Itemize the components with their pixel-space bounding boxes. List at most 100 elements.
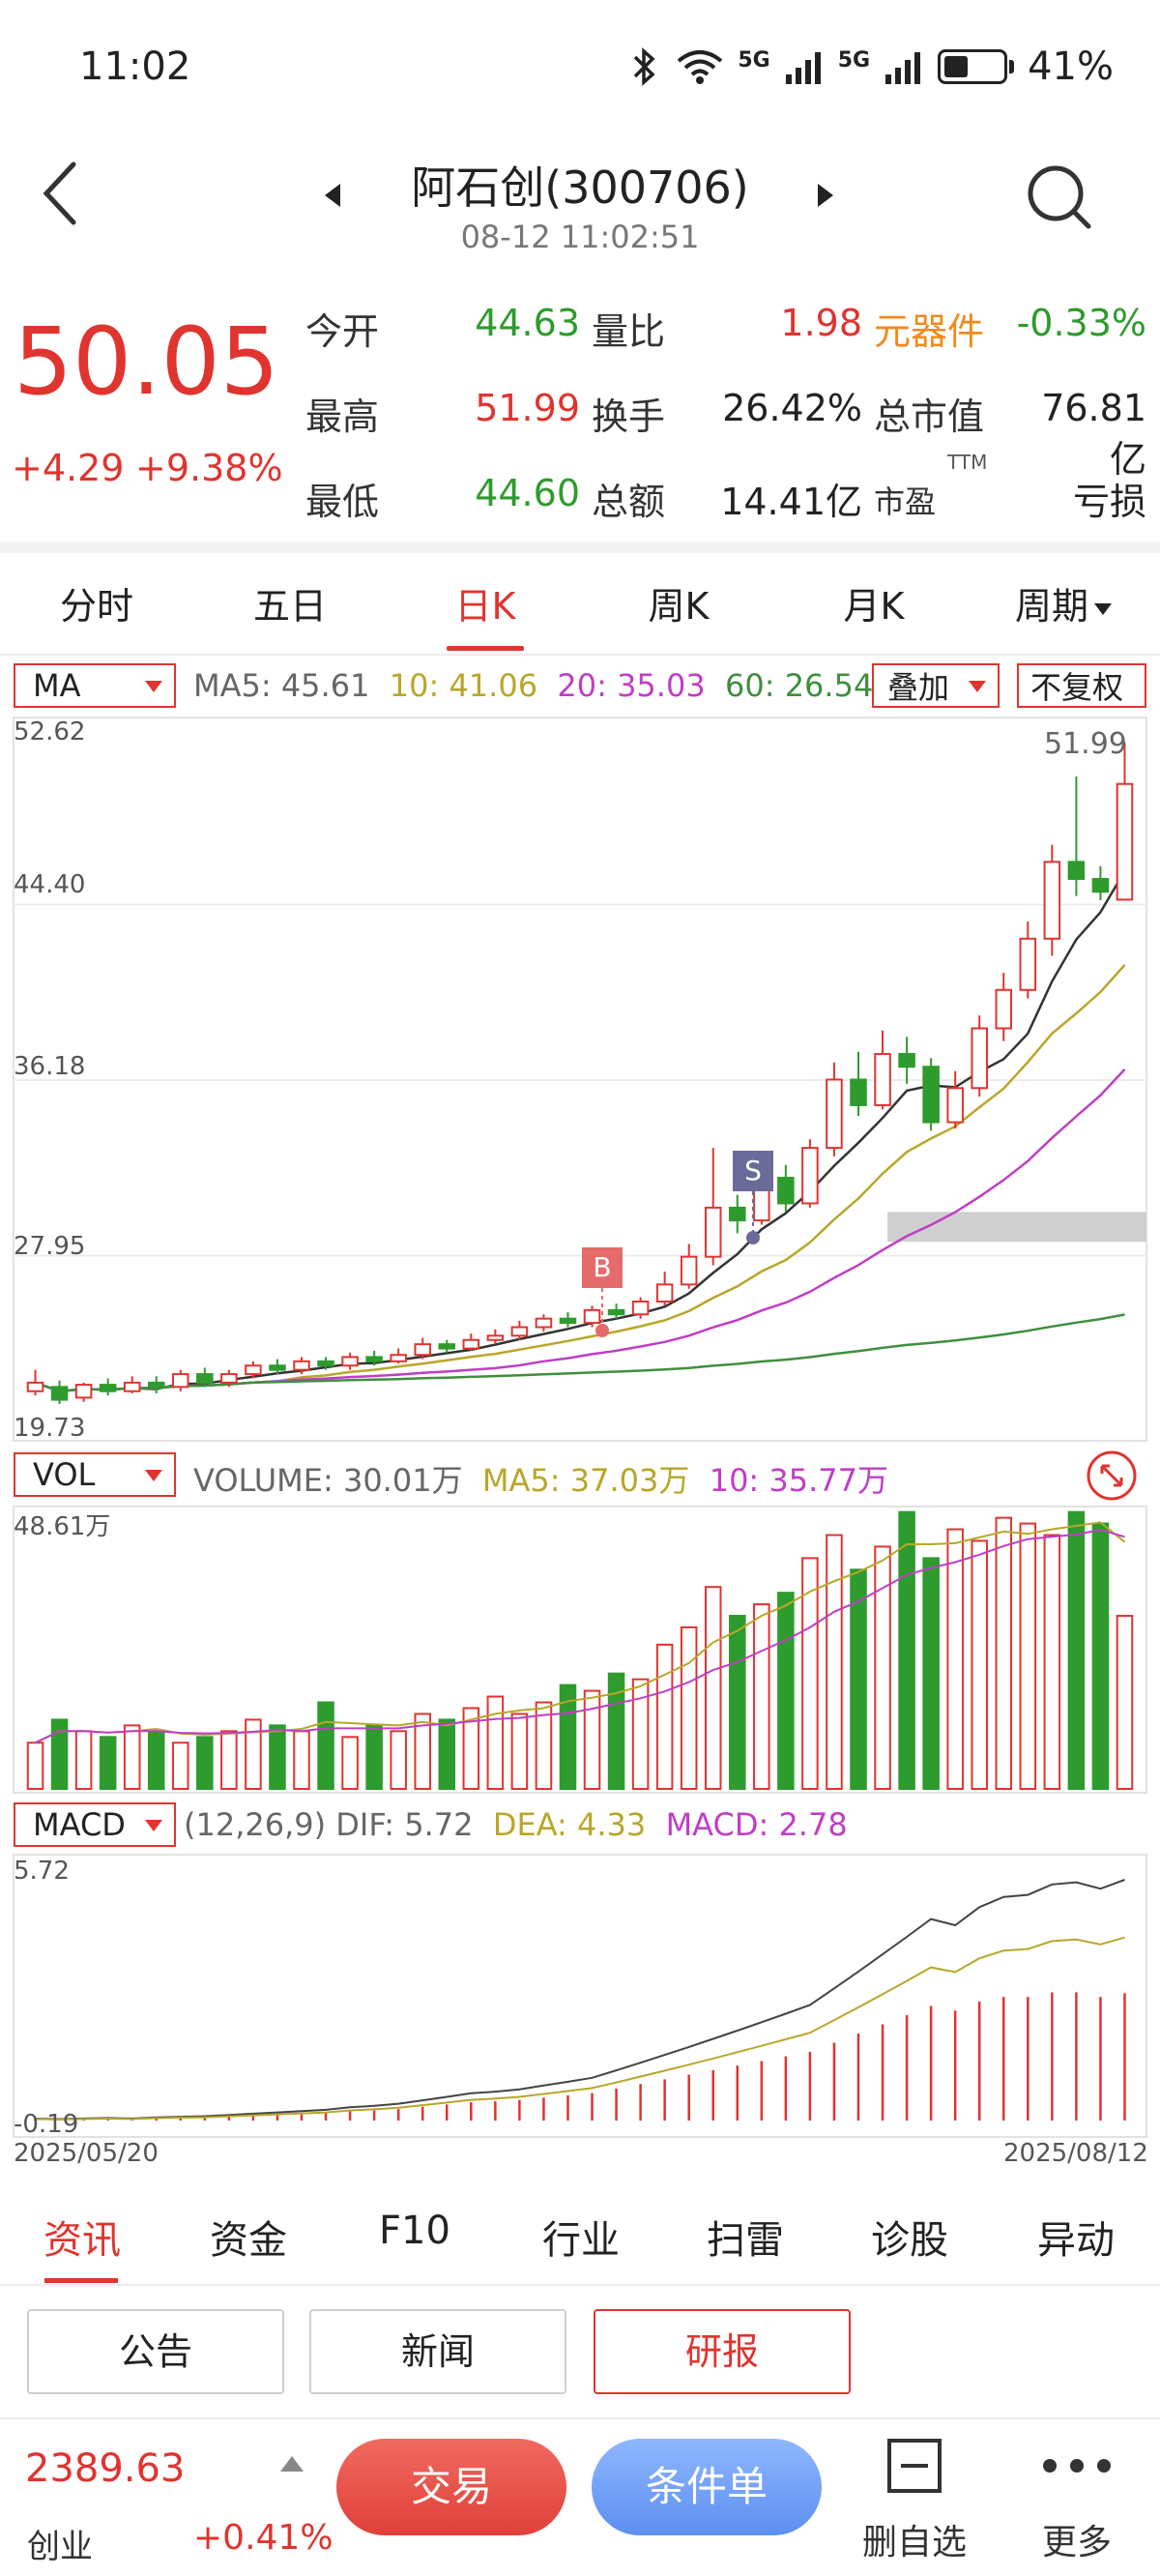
volume-chart[interactable] xyxy=(0,1505,1160,1795)
volume-bar xyxy=(631,1678,650,1790)
volume-bar xyxy=(50,1718,69,1790)
turnover-value: 26.42% xyxy=(722,387,862,429)
tab-intraday[interactable]: 分时 xyxy=(59,585,133,628)
candle xyxy=(1043,844,1061,956)
ma-selector[interactable]: MA xyxy=(14,663,176,708)
more-label[interactable]: 更多 xyxy=(1041,2523,1112,2562)
overlay-selector[interactable]: 叠加 xyxy=(872,663,1000,708)
more-icon[interactable] xyxy=(1040,2456,1114,2475)
candle xyxy=(777,1164,795,1213)
candle-body xyxy=(486,1334,505,1341)
candle xyxy=(462,1333,480,1351)
volume-bar xyxy=(26,1742,44,1790)
subtab-news[interactable]: 新闻 xyxy=(309,2309,566,2394)
macd-params: (12,26,9) xyxy=(184,1806,327,1843)
tab-risk-scan[interactable]: 扫雷 xyxy=(707,2218,784,2263)
candle-body xyxy=(74,1384,93,1399)
candle-body xyxy=(801,1147,819,1205)
candle xyxy=(147,1376,165,1393)
price-change-pct: +9.38% xyxy=(135,447,283,489)
trade-button[interactable]: 交易 xyxy=(336,2439,566,2535)
candle xyxy=(946,1070,964,1129)
candle xyxy=(293,1357,310,1375)
candle-body xyxy=(777,1176,795,1205)
candle-body xyxy=(607,1308,625,1316)
buy-marker[interactable]: B xyxy=(582,1247,623,1288)
candle-body xyxy=(946,1087,964,1124)
subtab-announcements[interactable]: 公告 xyxy=(27,2309,284,2394)
network-label: 5G xyxy=(738,47,770,73)
ma60-line xyxy=(35,1313,1125,1392)
tab-movement[interactable]: 异动 xyxy=(1037,2218,1115,2263)
candle xyxy=(486,1329,505,1345)
network-label-2: 5G xyxy=(837,47,871,73)
tab-monthly-k[interactable]: 月K xyxy=(843,585,905,628)
dif-line xyxy=(35,1879,1125,2121)
volume-bar xyxy=(826,1534,843,1791)
adjust-button[interactable]: 不复权 xyxy=(1017,663,1146,708)
tab-industry[interactable]: 行业 xyxy=(542,2218,620,2263)
volume-bar xyxy=(801,1557,819,1791)
subtab-research[interactable]: 研报 xyxy=(594,2309,851,2394)
candle-body xyxy=(995,988,1013,1030)
tab-f10[interactable]: F10 xyxy=(379,2209,450,2253)
price-axis-bottom: 19.73 xyxy=(14,1414,86,1443)
sell-marker[interactable]: S xyxy=(733,1151,773,1191)
volume-frame xyxy=(13,1506,1147,1794)
status-icons: 5G 5G 41% xyxy=(625,44,1114,89)
volume-bar xyxy=(655,1643,674,1790)
macd-chart[interactable] xyxy=(0,1853,1160,2139)
back-icon[interactable] xyxy=(35,155,89,232)
candlestick-chart[interactable] xyxy=(0,716,1160,1443)
price-axis-top: 52.62 xyxy=(14,717,86,746)
index-value[interactable]: 2389.63 xyxy=(25,2446,186,2491)
index-up-icon xyxy=(280,2456,304,2472)
tab-news-info[interactable]: 资讯 xyxy=(44,2218,121,2263)
candle-body xyxy=(196,1373,214,1384)
candle-body xyxy=(559,1317,577,1325)
candle xyxy=(995,973,1013,1041)
candle-body xyxy=(535,1317,553,1329)
next-stock-icon[interactable] xyxy=(818,184,833,207)
candle-body xyxy=(655,1283,674,1303)
prev-stock-icon[interactable] xyxy=(325,184,340,207)
chevron-down-icon xyxy=(145,1820,162,1831)
candle-body xyxy=(1091,877,1110,893)
volume-bar xyxy=(898,1510,915,1791)
tab-daily-k[interactable]: 日K xyxy=(454,585,516,628)
tab-funds[interactable]: 资金 xyxy=(210,2218,287,2263)
candle-body xyxy=(462,1338,480,1350)
vol-selector-label: VOL xyxy=(33,1456,96,1493)
macd-selector[interactable]: MACD xyxy=(14,1802,176,1847)
volume-bar xyxy=(172,1742,189,1790)
ma-selector-label: MA xyxy=(33,667,81,704)
tab-five-day[interactable]: 五日 xyxy=(252,585,327,628)
vol-selector[interactable]: VOL xyxy=(14,1452,176,1497)
dif-value: DIF: 5.72 xyxy=(335,1806,474,1843)
candle-body xyxy=(510,1326,529,1337)
tab-weekly-k[interactable]: 周K xyxy=(648,585,710,628)
candle xyxy=(220,1369,238,1388)
candle xyxy=(414,1337,431,1360)
volume-bar xyxy=(1043,1534,1061,1791)
sector-name[interactable]: 元器件 xyxy=(874,310,985,353)
macd-selector-label: MACD xyxy=(33,1806,126,1843)
candle-body xyxy=(147,1381,165,1389)
search-icon[interactable] xyxy=(1025,162,1094,232)
expand-icon[interactable] xyxy=(1085,1449,1139,1503)
candle xyxy=(1067,776,1086,896)
volume-bar xyxy=(365,1724,383,1790)
remove-watchlist-icon[interactable] xyxy=(885,2437,943,2495)
macd-axis-bottom: -0.19 xyxy=(14,2110,79,2139)
tab-diagnosis[interactable]: 诊股 xyxy=(871,2218,948,2263)
volume-bar xyxy=(317,1701,334,1790)
condition-order-button[interactable]: 条件单 xyxy=(592,2439,822,2535)
tab-period[interactable]: 周期 xyxy=(986,576,1141,629)
volume-bar xyxy=(922,1557,940,1791)
candle xyxy=(438,1339,456,1353)
remove-watchlist-label[interactable]: 删自选 xyxy=(861,2523,967,2562)
ma10-line xyxy=(35,964,1126,1392)
candle-body xyxy=(365,1356,383,1362)
low-label: 最低 xyxy=(305,481,380,523)
volume-value: VOLUME: 30.01万 xyxy=(193,1462,463,1499)
